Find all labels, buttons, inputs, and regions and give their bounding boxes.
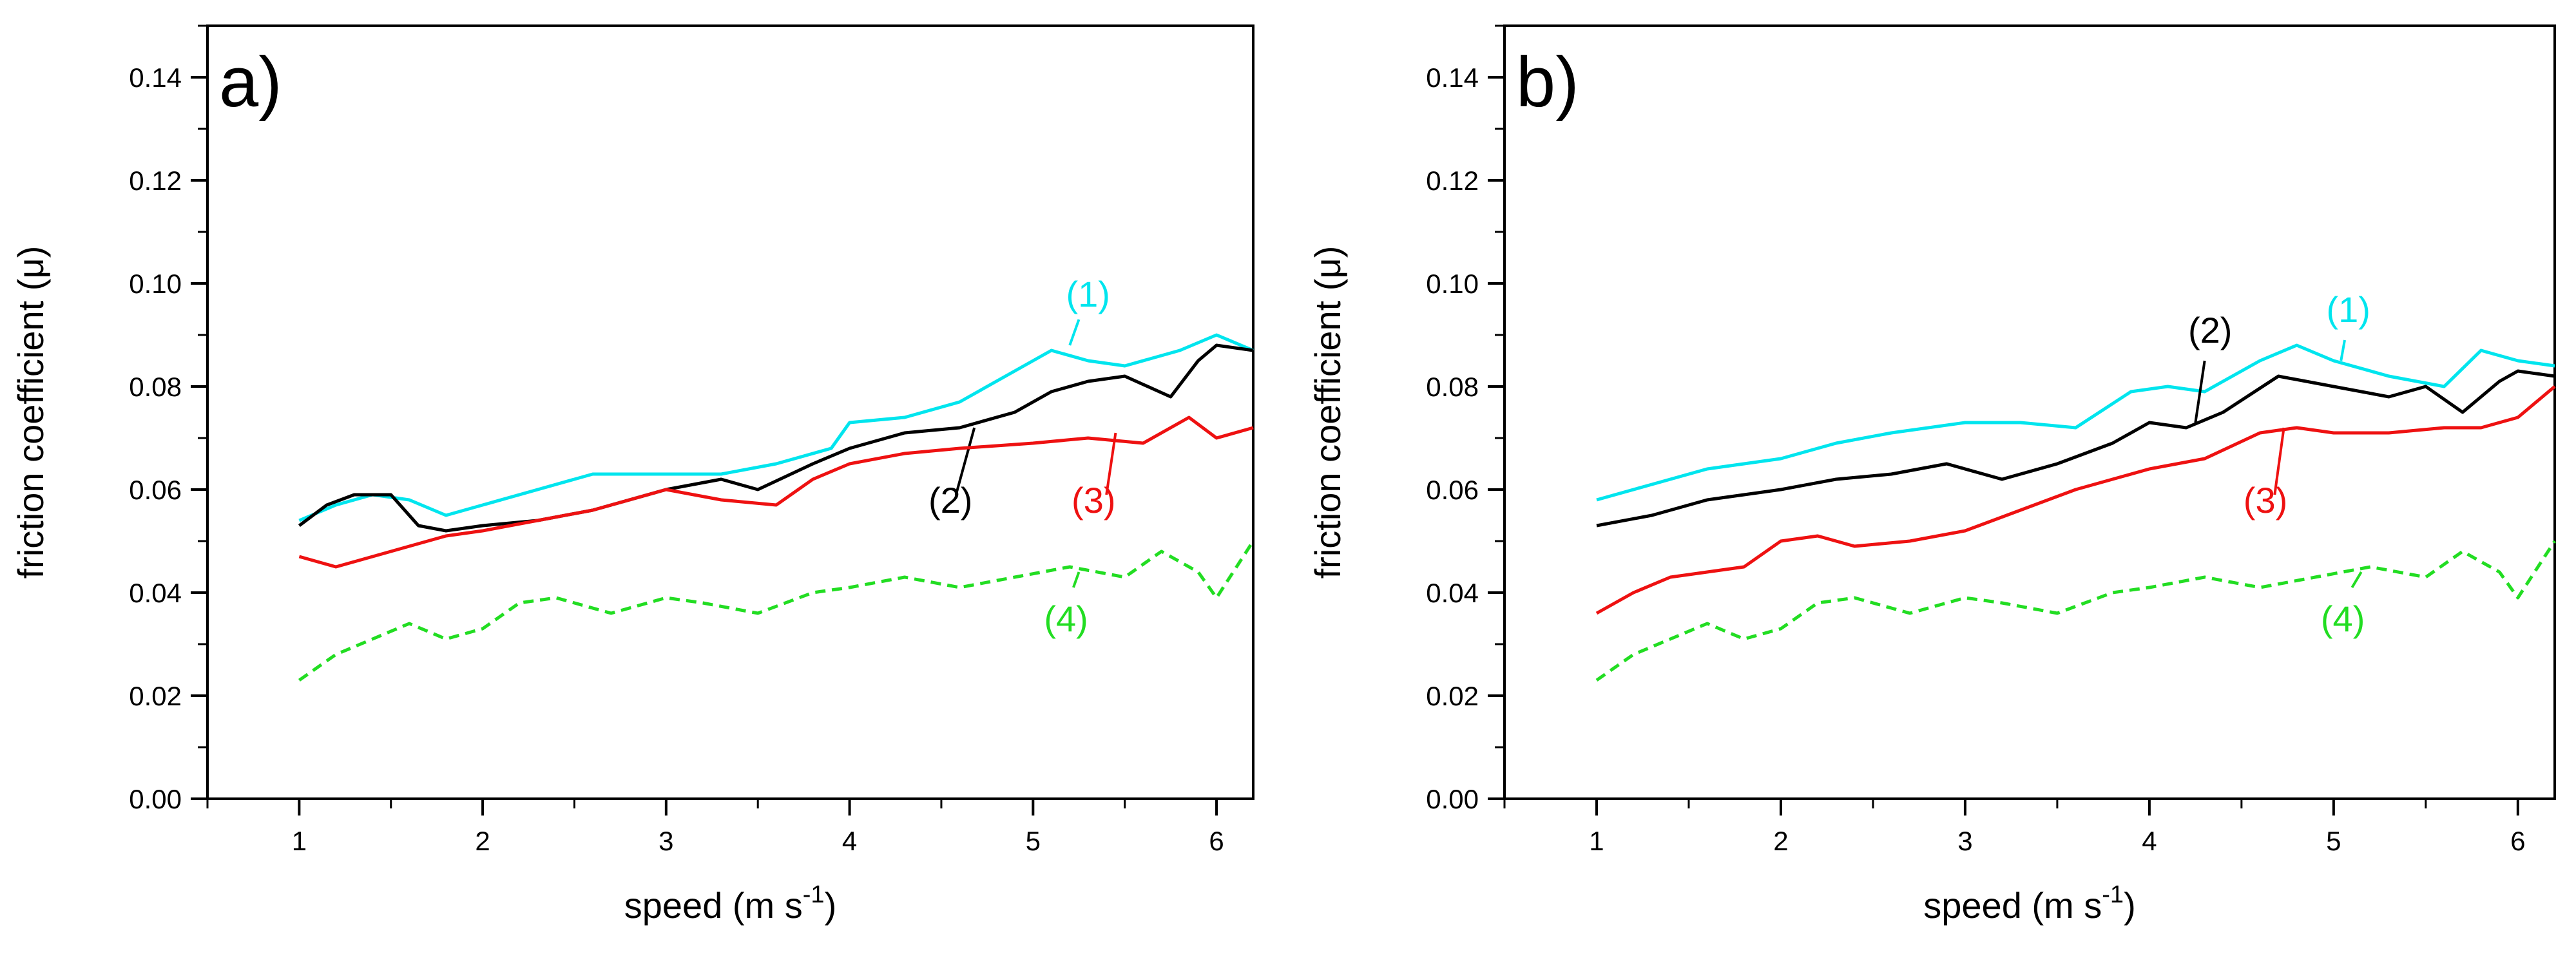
series-leader-line [2194, 360, 2206, 423]
x-tick-label: 6 [2510, 826, 2525, 856]
series-line-4 [1595, 540, 2557, 682]
panel-a: 1 2 3 4 5 6 0.00 0.02 0.04 0.06 0.08 0.10 0.12 0.14 sp… [10, 24, 1255, 926]
plot-frame [206, 24, 1254, 800]
plot-frame [1503, 24, 2556, 800]
series-line-4 [298, 540, 1255, 682]
y-tick-label: 0.04 [129, 578, 182, 608]
panel-label: a) [219, 43, 282, 122]
series-leader-line [2273, 427, 2285, 495]
y-tick-label: 0.06 [129, 475, 182, 505]
panel-label: b) [1516, 43, 1579, 122]
x-tick-label: 5 [1026, 826, 1041, 856]
x-tick-label: 1 [1589, 826, 1604, 856]
series-leader-line [1105, 432, 1117, 495]
y-tick-label: 0.12 [129, 166, 182, 196]
series-label: (1) [1066, 274, 1110, 314]
x-tick-label: 4 [2142, 826, 2157, 856]
x-tick-label: 4 [842, 826, 857, 856]
x-axis-title: speed (m s-1) [1923, 881, 2135, 926]
x-tick-label: 6 [1209, 826, 1224, 856]
y-axis-title: friction coefficient (μ) [1307, 246, 1348, 579]
series-leader-line [1068, 319, 1081, 346]
y-tick-label: 0.06 [1426, 475, 1479, 505]
y-tick-label: 0.12 [1426, 166, 1479, 196]
series-line-2 [298, 343, 1254, 533]
series-label: (4) [1044, 598, 1088, 639]
series-label: (2) [2188, 310, 2232, 350]
y-tick-label: 0.00 [129, 784, 182, 814]
y-tick-label: 0.04 [1426, 578, 1479, 608]
y-tick-label: 0.14 [129, 62, 182, 93]
x-tick-label: 3 [1957, 826, 1972, 856]
series-line-3 [1595, 385, 2556, 615]
series-line-1 [1596, 343, 2555, 502]
y-tick-label: 0.00 [1426, 784, 1479, 814]
series-label: (4) [2321, 598, 2365, 639]
y-tick-label: 0.08 [1426, 372, 1479, 402]
y-tick-label: 0.08 [129, 372, 182, 402]
y-tick-label: 0.02 [1426, 681, 1479, 711]
series-label: (3) [2244, 480, 2287, 520]
series-leader-line [1072, 571, 1081, 588]
series-leader-line [2350, 571, 2363, 589]
x-axis-title: speed (m s-1) [624, 881, 836, 926]
y-axis-title: friction coefficient (μ) [10, 246, 51, 579]
series-leader-line [2340, 339, 2346, 361]
series-line-1 [298, 333, 1254, 522]
series-line-2 [1596, 369, 2555, 528]
x-tick-label: 3 [658, 826, 673, 856]
series-label: (1) [2326, 289, 2370, 330]
x-tick-label: 5 [2326, 826, 2341, 856]
y-tick-label: 0.10 [1426, 269, 1479, 299]
x-tick-label: 1 [292, 826, 307, 856]
y-tick-label: 0.10 [129, 269, 182, 299]
y-tick-label: 0.02 [129, 681, 182, 711]
series-label: (2) [928, 480, 972, 520]
x-tick-label: 2 [1773, 826, 1788, 856]
series-line-3 [298, 415, 1254, 569]
y-tick-label: 0.14 [1426, 62, 1479, 93]
x-tick-label: 2 [475, 826, 490, 856]
series-label: (3) [1072, 480, 1115, 520]
panel-b: 1 2 3 4 5 6 0.00 0.02 0.04 0.06 0.08 0.10 0.12 0.14 sp… [1307, 24, 2557, 926]
series-leader-line [954, 427, 976, 495]
